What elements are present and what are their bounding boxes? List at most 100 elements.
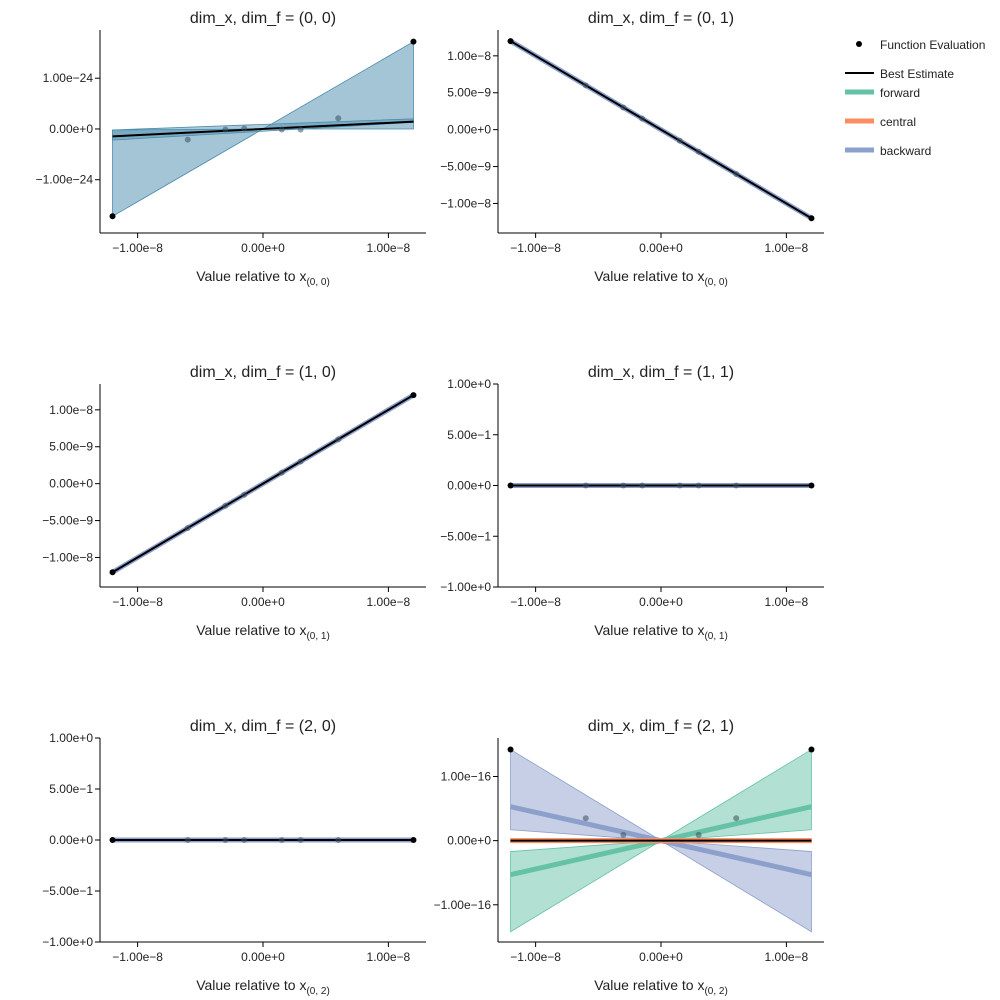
x-axis-label: Value relative to x(0, 2) — [594, 977, 728, 997]
function-evaluation-point — [410, 837, 417, 843]
function-evaluation-point — [808, 215, 815, 222]
x-axis-label: Value relative to x(0, 0) — [196, 268, 330, 288]
x-axis-label-subscript: (0, 0) — [306, 277, 329, 288]
function-evaluation-point — [808, 746, 815, 753]
y-tick-label: −5.00e−9 — [42, 514, 93, 528]
x-tick-label: 1.00e−8 — [765, 950, 809, 964]
function-evaluation-point — [507, 746, 514, 753]
x-axis-label: Value relative to x(0, 1) — [594, 622, 728, 642]
function-evaluation-point — [241, 125, 248, 132]
x-axis-label-subscript: (0, 1) — [306, 631, 329, 642]
y-tick-label: 1.00e−24 — [43, 71, 94, 85]
function-evaluation-point — [335, 115, 342, 122]
x-axis-label-main: Value relative to x — [594, 268, 704, 284]
function-evaluation-point — [639, 482, 646, 489]
y-tick-label: −5.00e−1 — [440, 529, 491, 543]
function-evaluation-point — [109, 213, 116, 220]
function-evaluation-point — [620, 482, 627, 489]
function-evaluation-point — [184, 837, 191, 843]
x-tick-label: 0.00e+0 — [639, 950, 683, 964]
legend-item-backward: backward — [845, 144, 931, 158]
function-evaluation-point — [297, 458, 304, 465]
x-axis-label-main: Value relative to x — [594, 622, 704, 638]
y-tick-label: −1.00e+0 — [440, 580, 491, 594]
function-evaluation-point — [808, 482, 815, 489]
subplot-title: dim_x, dim_f = (1, 1) — [588, 364, 734, 381]
y-tick-label: −1.00e−8 — [440, 196, 491, 210]
function-evaluation-point — [109, 837, 116, 843]
y-tick-label: 1.00e−8 — [447, 49, 491, 63]
y-tick-label: 1.00e+0 — [49, 731, 93, 745]
legend-label: backward — [880, 144, 931, 158]
y-tick-label: 0.00e+0 — [447, 479, 491, 493]
function-evaluation-point — [297, 126, 304, 133]
function-evaluation-point — [222, 837, 229, 843]
y-tick-label: 1.00e+0 — [447, 377, 491, 391]
legend-item-central: central — [845, 115, 916, 129]
function-evaluation-point — [695, 831, 702, 838]
x-axis-label-main: Value relative to x — [196, 977, 306, 993]
function-evaluation-point — [676, 137, 683, 144]
x-axis-label-main: Value relative to x — [196, 622, 306, 638]
x-tick-label: 1.00e−8 — [367, 595, 411, 609]
function-evaluation-point — [222, 126, 229, 133]
function-evaluation-point — [184, 136, 191, 143]
function-evaluation-point — [620, 831, 627, 838]
subplot-5: dim_x, dim_f = (2, 0) −1.00e−8 0.00e+0 1.00… — [42, 718, 426, 997]
y-tick-label: −1.00e−24 — [36, 173, 94, 187]
subplot-title: dim_x, dim_f = (2, 1) — [588, 718, 734, 735]
function-evaluation-point — [335, 436, 342, 443]
y-tick-label: −1.00e−8 — [42, 550, 93, 564]
function-evaluation-point — [695, 482, 702, 489]
legend-label: forward — [880, 86, 920, 100]
y-tick-label: −1.00e−16 — [434, 898, 492, 912]
y-tick-label: 5.00e−1 — [49, 782, 93, 796]
legend-label: Best Estimate — [880, 67, 954, 81]
x-tick-label: 0.00e+0 — [241, 950, 285, 964]
function-evaluation-point — [109, 569, 116, 576]
y-tick-label: 5.00e−1 — [447, 428, 491, 442]
function-evaluation-point — [278, 469, 285, 476]
x-tick-label: −1.00e−8 — [112, 241, 163, 255]
function-evaluation-point — [733, 170, 740, 177]
x-axis-label-main: Value relative to x — [196, 268, 306, 284]
x-tick-label: −1.00e−8 — [510, 595, 561, 609]
y-tick-label: 0.00e+0 — [447, 834, 491, 848]
x-axis-label-subscript: (0, 2) — [704, 986, 727, 997]
function-evaluation-point — [582, 815, 589, 822]
x-tick-label: 1.00e−8 — [765, 241, 809, 255]
function-evaluation-point — [507, 482, 514, 489]
x-axis-label: Value relative to x(0, 0) — [594, 268, 728, 288]
function-evaluation-point — [222, 502, 229, 509]
legend: Function Evaluation Best Estimate forward c… — [845, 38, 985, 158]
x-axis-label: Value relative to x(0, 1) — [196, 622, 330, 642]
x-axis-label-subscript: (0, 1) — [704, 631, 727, 642]
y-tick-label: 0.00e+0 — [447, 123, 491, 137]
function-evaluation-point — [695, 148, 702, 155]
x-tick-label: 0.00e+0 — [241, 595, 285, 609]
function-evaluation-point — [297, 837, 304, 843]
subplot-4: dim_x, dim_f = (1, 1) −1.00e−8 0.00e+0 1.00… — [440, 364, 824, 642]
function-evaluation-point — [639, 115, 646, 122]
function-evaluation-point — [410, 38, 417, 45]
function-evaluation-point — [410, 392, 417, 399]
legend-label: Function Evaluation — [880, 38, 985, 52]
function-evaluation-point — [507, 38, 514, 45]
x-tick-label: 1.00e−8 — [765, 595, 809, 609]
x-tick-label: 1.00e−8 — [367, 950, 411, 964]
x-tick-label: 0.00e+0 — [639, 241, 683, 255]
subplot-2: dim_x, dim_f = (0, 1) −1.00e−8 0.00e+0 1.00… — [440, 10, 824, 288]
x-axis-label-subscript: (0, 0) — [704, 277, 727, 288]
x-tick-label: −1.00e−8 — [510, 950, 561, 964]
y-tick-label: −1.00e+0 — [42, 935, 93, 949]
subplot-3: dim_x, dim_f = (1, 0) −1.00e−8 0.00e+0 1.00… — [42, 364, 426, 642]
function-evaluation-point — [241, 491, 248, 498]
function-evaluation-point — [582, 82, 589, 89]
legend-marker-evaluation — [856, 41, 862, 47]
series-line-best — [112, 120, 414, 138]
function-evaluation-point — [582, 482, 589, 489]
legend-item-forward: forward — [845, 86, 920, 100]
y-tick-label: 1.00e−16 — [441, 769, 492, 783]
function-evaluation-point — [733, 482, 740, 489]
